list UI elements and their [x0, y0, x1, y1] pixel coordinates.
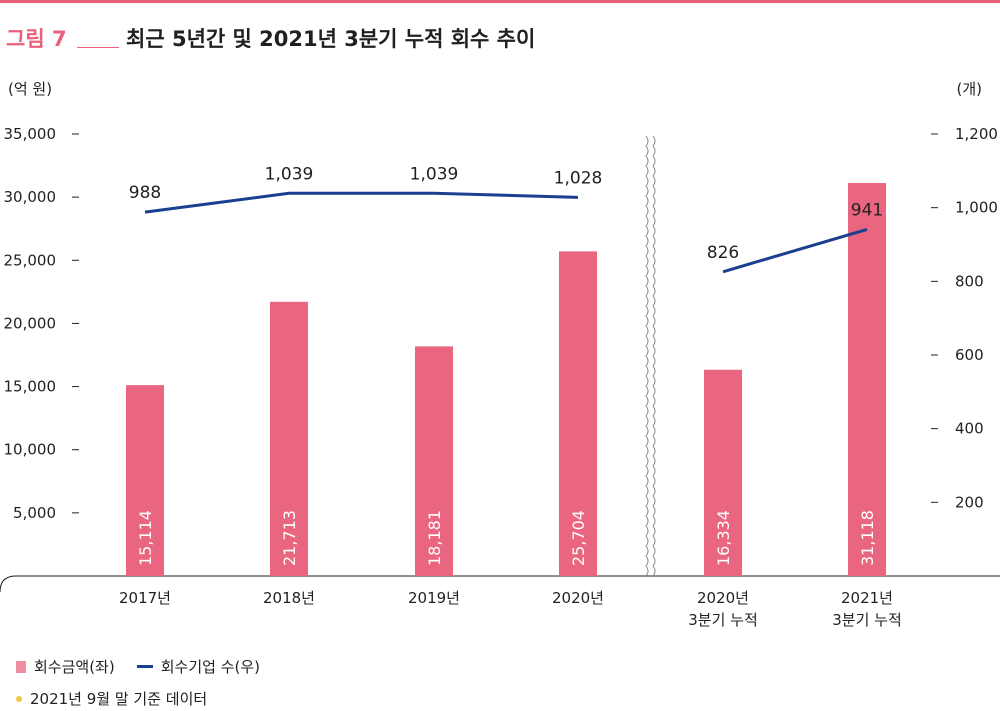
bar-value-label: 31,118 — [858, 510, 877, 566]
legend-bar-label: 회수금액(좌) — [34, 658, 115, 676]
legend-line-label: 회수기업 수(우) — [160, 658, 260, 676]
line-value-label: 826 — [707, 243, 739, 263]
bar-value-label: 18,181 — [425, 510, 444, 566]
footnote: 2021년 9월 말 기준 데이터 — [16, 688, 207, 709]
legend-line-swatch — [136, 665, 153, 668]
bar — [704, 369, 742, 576]
bar-value-label: 25,704 — [569, 510, 588, 566]
line-value-label: 1,039 — [265, 164, 314, 184]
left-axis-tick-label: 10,000 — [4, 441, 57, 459]
axis-break-line — [652, 135, 656, 577]
left-axis-tick-label: 35,000 — [4, 125, 57, 143]
x-axis-category-label: 3분기 누적 — [688, 611, 758, 629]
x-axis-category-label: 2017년 — [119, 589, 171, 607]
x-axis-category-label: 2020년 — [552, 589, 604, 607]
right-axis-tick-label: 800 — [955, 272, 984, 290]
x-axis-category-label: 2019년 — [408, 589, 460, 607]
bar-value-label: 16,334 — [714, 510, 733, 566]
left-axis-unit: (억 원) — [8, 80, 53, 98]
left-axis-tick-label: 25,000 — [4, 251, 57, 269]
right-axis-tick-label: 200 — [955, 493, 984, 511]
left-axis-tick-label: 5,000 — [13, 504, 56, 522]
line-value-label: 1,039 — [410, 164, 459, 184]
series-line — [144, 191, 579, 214]
x-axis-category-label: 2018년 — [263, 589, 315, 607]
chart-title: 최근 5년간 및 2021년 3분기 누적 회수 추이 — [126, 27, 536, 51]
figure-label: 그림 7 — [6, 27, 67, 51]
line-value-label: 941 — [851, 200, 883, 220]
left-axis-tick-label: 30,000 — [4, 188, 57, 206]
bar-value-label: 15,114 — [136, 510, 155, 566]
axis-break-line — [645, 135, 649, 577]
bar-value-label: 21,713 — [280, 510, 299, 566]
legend-bar-swatch — [16, 660, 26, 673]
right-axis-tick-label: 400 — [955, 420, 984, 438]
right-axis-tick-label: 1,000 — [955, 199, 998, 217]
left-axis-tick-label: 15,000 — [4, 378, 57, 396]
bar — [270, 301, 308, 576]
right-axis-tick-label: 600 — [955, 346, 984, 364]
legend: 회수금액(좌) 회수기업 수(우) — [16, 656, 260, 677]
line-value-label: 1,028 — [554, 168, 603, 188]
right-axis-unit: (개) — [956, 80, 982, 98]
bar — [415, 346, 453, 576]
bar — [559, 251, 597, 576]
bar — [848, 183, 886, 576]
bar — [126, 385, 164, 576]
line-value-label: 988 — [129, 183, 161, 203]
x-axis-category-label: 3분기 누적 — [832, 611, 902, 629]
x-axis-category-label: 2021년 — [841, 589, 893, 607]
right-axis-tick-label: 1,200 — [955, 125, 998, 143]
figure-label-rule — [77, 47, 119, 48]
footnote-text: 2021년 9월 말 기준 데이터 — [30, 690, 208, 708]
x-axis-category-label: 2020년 — [697, 589, 749, 607]
series-line — [722, 227, 868, 274]
top-rule — [0, 0, 1000, 3]
left-axis-tick-label: 20,000 — [4, 314, 57, 332]
footnote-bullet-icon — [16, 695, 22, 702]
x-axis-baseline — [0, 575, 1000, 593]
